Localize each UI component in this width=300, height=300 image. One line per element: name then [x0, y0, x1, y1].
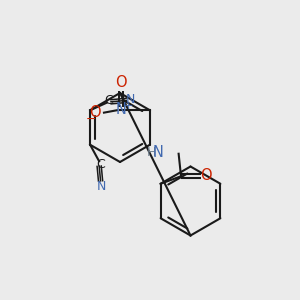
- Text: C: C: [104, 94, 113, 106]
- Text: N: N: [116, 103, 127, 118]
- Text: O: O: [200, 168, 212, 183]
- Text: O: O: [115, 75, 127, 90]
- Text: −: −: [86, 112, 96, 125]
- Text: N: N: [126, 93, 136, 106]
- Text: H: H: [146, 146, 156, 159]
- Text: C: C: [96, 158, 105, 171]
- Text: O: O: [89, 105, 100, 120]
- Text: +: +: [124, 101, 134, 111]
- Text: N: N: [97, 180, 106, 193]
- Text: N: N: [152, 145, 163, 160]
